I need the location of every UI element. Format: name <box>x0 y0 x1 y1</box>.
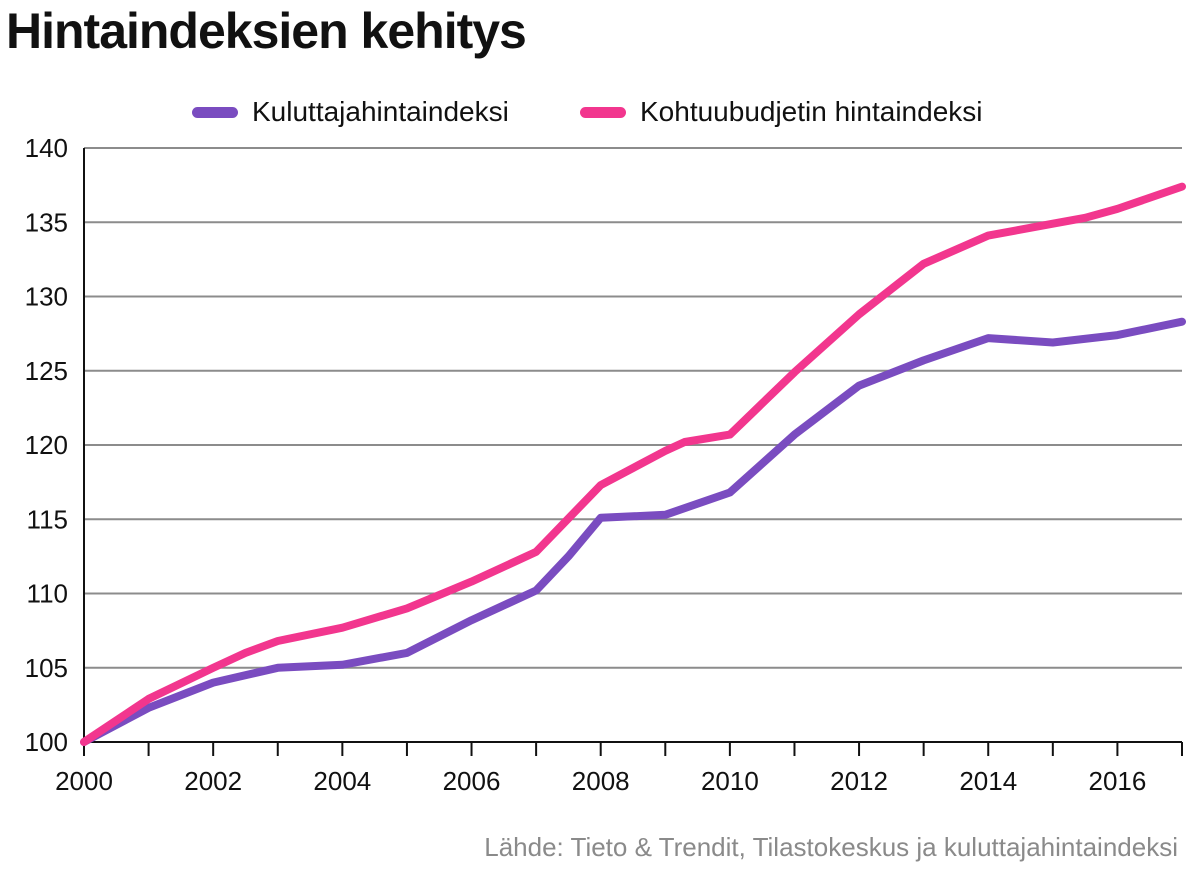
y-tick-label-100: 100 <box>25 727 68 757</box>
x-tick-label-2004: 2004 <box>313 766 371 796</box>
legend-swatch-kohtuubudjetin-hintaindeksi <box>580 106 626 118</box>
y-tick-label-125: 125 <box>25 356 68 386</box>
legend-label-kuluttajahintaindeksi: Kuluttajahintaindeksi <box>252 96 509 127</box>
legend-label-kohtuubudjetin-hintaindeksi: Kohtuubudjetin hintaindeksi <box>640 96 983 127</box>
series-line-kohtuubudjetin-hintaindeksi <box>80 182 1186 746</box>
y-tick-label-120: 120 <box>25 430 68 460</box>
x-tick-label-2016: 2016 <box>1088 766 1146 796</box>
y-tick-label-135: 135 <box>25 207 68 237</box>
y-tick-label-115: 115 <box>27 504 68 534</box>
legend-item-kuluttajahintaindeksi: Kuluttajahintaindeksi <box>192 92 509 132</box>
y-tick-label-140: 140 <box>25 133 68 163</box>
x-tick-label-2002: 2002 <box>184 766 242 796</box>
y-tick-label-110: 110 <box>27 579 68 609</box>
source-note: Lähde: Tieto & Trendit, Tilastokeskus ja… <box>484 832 1178 862</box>
legend-swatch-kuluttajahintaindeksi <box>192 106 238 118</box>
x-tick-label-2010: 2010 <box>701 766 759 796</box>
x-tick-label-2012: 2012 <box>830 766 888 796</box>
x-tick-label-2008: 2008 <box>572 766 630 796</box>
x-tick-label-2006: 2006 <box>443 766 501 796</box>
series-line-kuluttajahintaindeksi <box>80 317 1186 746</box>
y-tick-label-105: 105 <box>25 653 68 683</box>
y-tick-label-130: 130 <box>25 282 68 312</box>
legend: Kuluttajahintaindeksi Kohtuubudjetin hin… <box>0 92 1198 132</box>
legend-item-kohtuubudjetin-hintaindeksi: Kohtuubudjetin hintaindeksi <box>580 92 982 132</box>
chart-title: Hintaindeksien kehitys <box>6 3 527 59</box>
x-tick-label-2000: 2000 <box>55 766 113 796</box>
x-tick-label-2014: 2014 <box>959 766 1017 796</box>
